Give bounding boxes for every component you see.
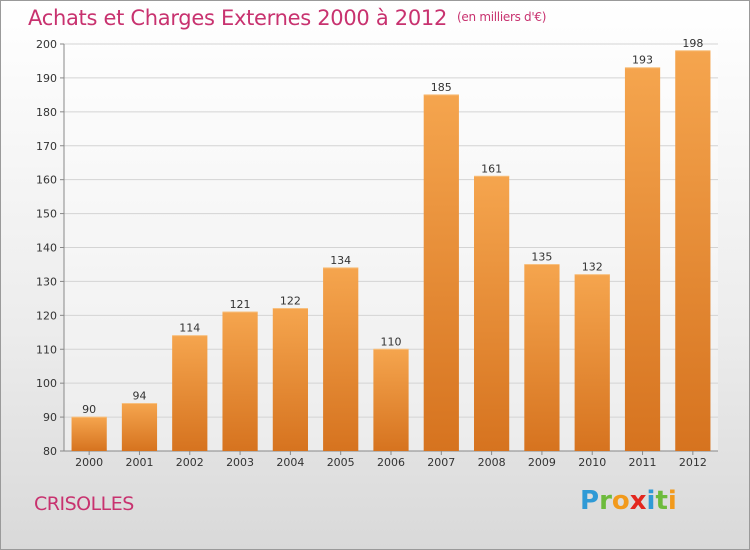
value-label: 94 — [132, 390, 146, 403]
y-tick-label: 80 — [43, 445, 57, 458]
y-tick-label: 200 — [36, 38, 57, 51]
bar — [71, 417, 107, 451]
logo-letter: o — [611, 486, 630, 516]
x-tick-label: 2009 — [528, 456, 556, 469]
y-tick-label: 90 — [43, 411, 57, 424]
x-tick-label: 2008 — [478, 456, 506, 469]
commune-name: CRISOLLES — [34, 493, 134, 515]
value-label: 90 — [82, 403, 96, 416]
bar — [624, 67, 661, 451]
y-tick-label: 160 — [36, 174, 57, 187]
bar — [423, 94, 459, 451]
x-tick-label: 2011 — [629, 456, 657, 469]
labels: 80 90 100 110 120 130 140 150 160 170 180 190 200 90 2… — [36, 37, 707, 469]
logo-letter: r — [599, 486, 612, 516]
x-tick-label: 2010 — [578, 456, 606, 469]
chart-title-text: Achats et Charges Externes 2000 à 2012 — [28, 6, 448, 30]
bar — [373, 349, 409, 451]
value-label: 121 — [230, 298, 251, 311]
x-tick-label: 2006 — [377, 456, 405, 469]
x-tick-label: 2012 — [679, 456, 707, 469]
bar — [323, 267, 359, 451]
y-tick-label: 100 — [36, 377, 57, 390]
bar — [121, 403, 158, 451]
logo-letter: x — [629, 486, 647, 516]
x-tick-label: 2005 — [327, 456, 355, 469]
bar — [524, 264, 560, 451]
y-tick-label: 110 — [36, 343, 57, 356]
chart-title: Achats et Charges Externes 2000 à 2012 (e… — [28, 6, 546, 30]
y-tick-label: 120 — [36, 309, 57, 322]
value-label: 193 — [632, 54, 653, 67]
value-label: 110 — [381, 335, 402, 348]
y-tick-label: 140 — [36, 242, 57, 255]
logo-letter: i — [646, 486, 656, 516]
logo-letter: P — [580, 486, 600, 516]
bar — [272, 308, 308, 451]
value-label: 198 — [682, 37, 703, 50]
value-label: 185 — [431, 81, 452, 94]
x-tick-label: 2004 — [276, 456, 304, 469]
logo-letter: t — [655, 486, 668, 516]
x-tick-label: 2007 — [427, 456, 455, 469]
y-tick-label: 190 — [36, 72, 57, 85]
bar — [222, 311, 258, 451]
chart-subtitle: (en milliers d'€) — [457, 10, 547, 24]
value-label: 134 — [330, 254, 351, 267]
bars — [71, 50, 711, 452]
value-label: 161 — [481, 162, 502, 175]
bar — [675, 50, 711, 452]
y-tick-label: 130 — [36, 275, 57, 288]
value-label: 132 — [582, 261, 603, 274]
x-tick-label: 2001 — [125, 456, 153, 469]
value-label: 135 — [531, 250, 552, 263]
y-tick-label: 170 — [36, 140, 57, 153]
bar — [172, 335, 208, 451]
bar — [474, 176, 510, 451]
value-label: 122 — [280, 295, 301, 308]
x-tick-label: 2003 — [226, 456, 254, 469]
x-tick-label: 2000 — [75, 456, 103, 469]
y-tick-label: 150 — [36, 208, 57, 221]
y-tick-label: 180 — [36, 106, 57, 119]
proxiti-logo: Proxiti — [580, 486, 677, 516]
logo-letter: i — [667, 486, 677, 516]
value-label: 114 — [179, 322, 200, 335]
x-tick-label: 2002 — [176, 456, 204, 469]
bar — [574, 274, 610, 451]
